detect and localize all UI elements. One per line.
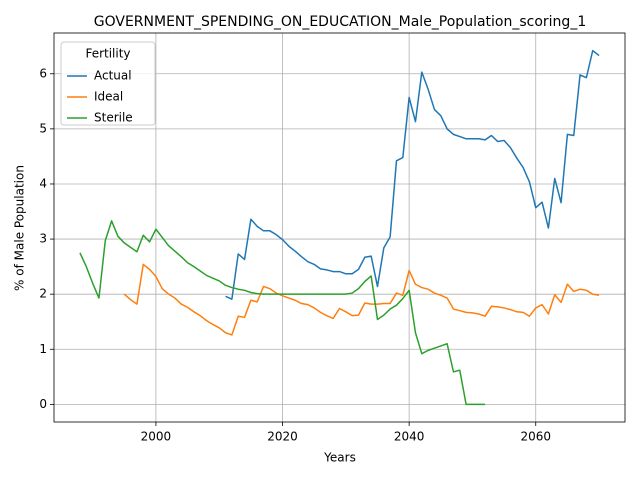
legend-label: Sterile — [94, 111, 133, 125]
y-tick-label: 2 — [39, 287, 47, 301]
y-tick-label: 1 — [39, 342, 47, 356]
y-axis-label: % of Male Population — [13, 165, 27, 291]
legend-title: Fertility — [85, 47, 130, 61]
plot-frame — [53, 32, 626, 423]
y-tick-label: 6 — [39, 66, 47, 80]
data-line — [79, 220, 486, 406]
x-tick-label: 2000 — [141, 430, 172, 444]
y-tick-label: 5 — [39, 121, 47, 135]
legend-label: Actual — [94, 69, 132, 83]
y-tick-label: 3 — [39, 232, 47, 246]
legend-label: Ideal — [94, 90, 123, 104]
y-tick-label: 4 — [39, 176, 47, 190]
x-tick-label: 2020 — [267, 430, 298, 444]
legend-box — [60, 41, 156, 126]
y-tick-label: 0 — [39, 397, 47, 411]
legend: Fertility Actual Ideal Sterile — [60, 41, 156, 126]
data-line — [225, 49, 600, 300]
chart-title: GOVERNMENT_SPENDING_ON_EDUCATION_Male_Po… — [94, 14, 586, 30]
x-axis-label: Years — [323, 451, 356, 465]
x-tick-label: 2040 — [394, 430, 425, 444]
x-tick-label: 2060 — [520, 430, 551, 444]
data-line — [123, 263, 600, 336]
